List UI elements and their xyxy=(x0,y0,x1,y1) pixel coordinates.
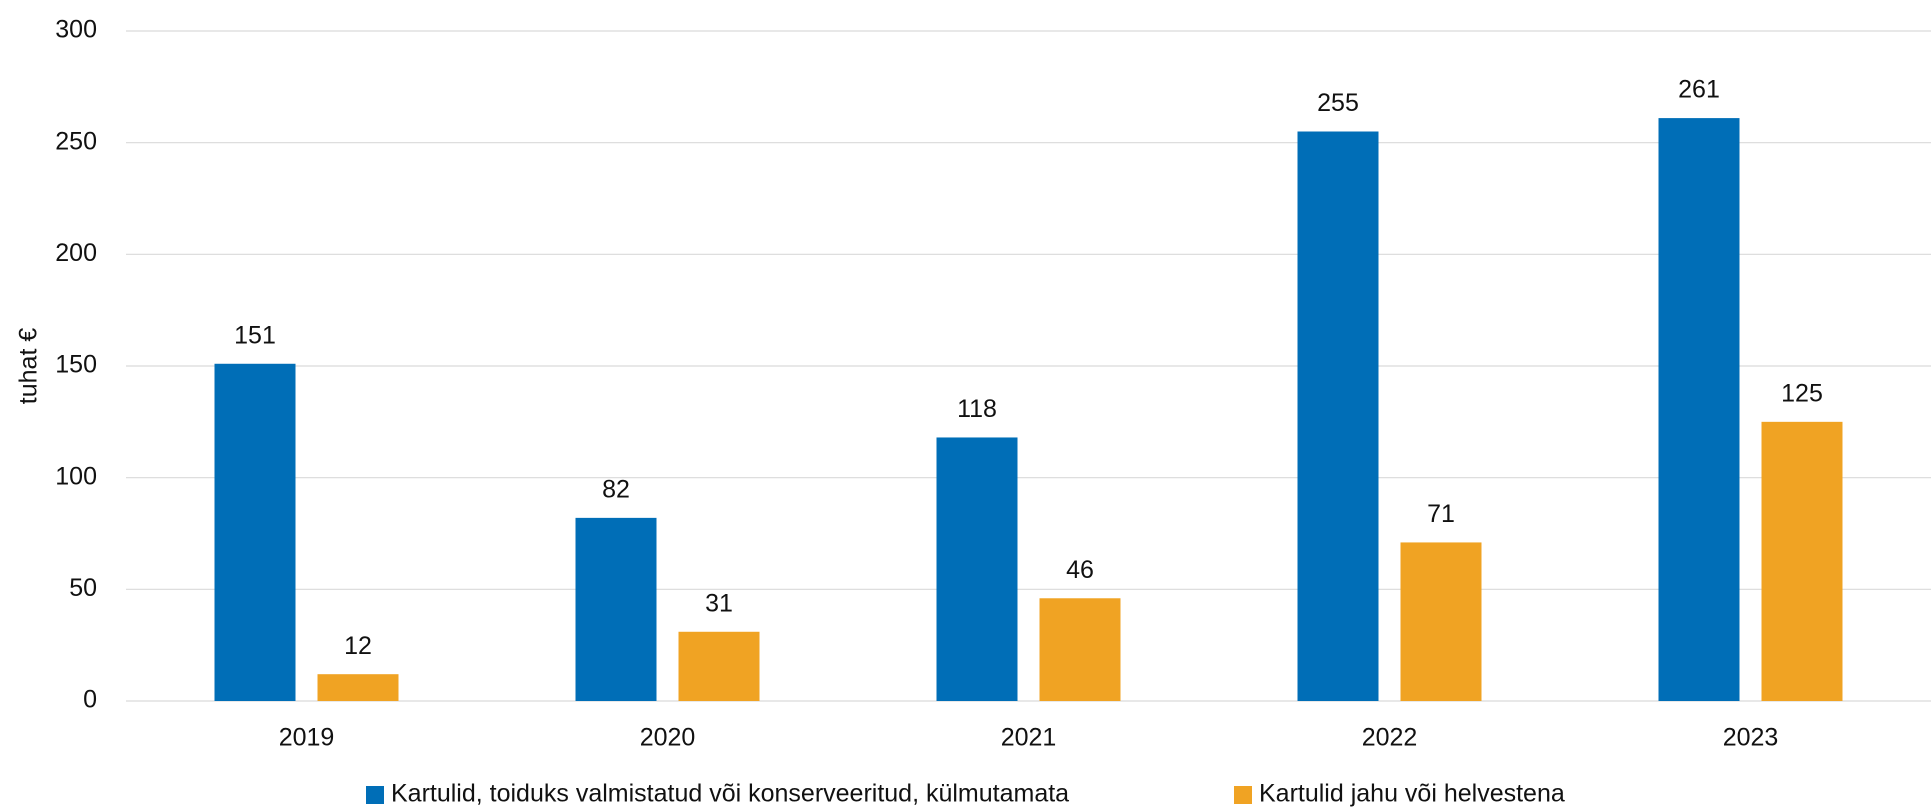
bar xyxy=(1400,542,1482,701)
legend-swatch xyxy=(366,786,384,804)
bar xyxy=(1039,598,1121,701)
data-label: 261 xyxy=(1678,76,1720,104)
legend-label: Kartulid, toiduks valmistatud või konser… xyxy=(391,780,1069,808)
bar xyxy=(936,437,1018,701)
bar xyxy=(1297,131,1379,701)
y-tick-label: 200 xyxy=(55,239,97,267)
y-tick-label: 0 xyxy=(83,686,97,714)
y-axis-label: tuhat € xyxy=(15,328,43,405)
bar xyxy=(1761,421,1843,701)
x-tick-label: 2022 xyxy=(1362,724,1418,752)
data-label: 31 xyxy=(705,589,733,617)
y-tick-label: 100 xyxy=(55,462,97,490)
legend-label: Kartulid jahu või helvestena xyxy=(1259,780,1565,808)
x-tick-label: 2021 xyxy=(1001,724,1057,752)
data-label: 151 xyxy=(234,321,276,349)
x-tick-label: 2020 xyxy=(640,724,696,752)
x-tick-label: 2019 xyxy=(279,724,335,752)
bar xyxy=(214,363,296,701)
data-label: 125 xyxy=(1781,379,1823,407)
bar xyxy=(317,674,399,701)
data-label: 46 xyxy=(1066,556,1094,584)
data-label: 71 xyxy=(1427,500,1455,528)
y-tick-label: 50 xyxy=(69,574,97,602)
data-label: 12 xyxy=(344,632,372,660)
data-label: 82 xyxy=(602,475,630,503)
bar xyxy=(1658,118,1740,702)
y-tick-label: 150 xyxy=(55,351,97,379)
data-label: 118 xyxy=(957,395,997,423)
legend-swatch xyxy=(1234,786,1252,804)
bar xyxy=(575,517,657,701)
bar xyxy=(678,631,760,701)
x-tick-label: 2023 xyxy=(1723,724,1779,752)
data-label: 255 xyxy=(1317,89,1359,117)
y-tick-label: 300 xyxy=(55,16,97,44)
y-tick-label: 250 xyxy=(55,127,97,155)
